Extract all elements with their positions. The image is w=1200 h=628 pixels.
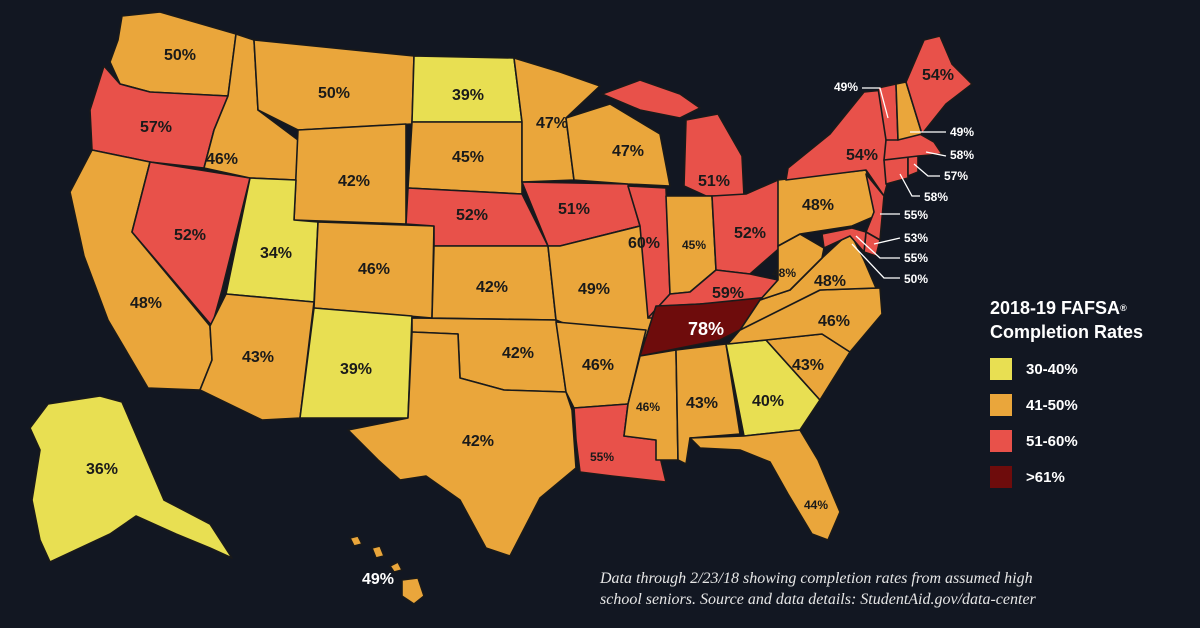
label-hawaii: 49% xyxy=(362,571,394,588)
state-hawaii xyxy=(349,535,425,605)
callout-maryland: 55% xyxy=(904,251,928,265)
legend-title-mark: ® xyxy=(1120,303,1127,313)
label-new-york: 54% xyxy=(846,147,878,164)
state-new-mexico xyxy=(299,307,413,419)
callout-line-maryland xyxy=(855,235,900,259)
legend-swatch xyxy=(990,466,1012,488)
source-note: Data through 2/23/18 showing completion … xyxy=(600,568,1160,610)
source-note-line2: school seniors. Source and data details:… xyxy=(600,591,1036,608)
label-nebraska: 52% xyxy=(456,207,488,224)
legend-label: >61% xyxy=(1026,468,1065,486)
label-california: 48% xyxy=(130,295,162,312)
legend-label: 30-40% xyxy=(1026,360,1078,378)
state-maryland xyxy=(821,227,867,253)
callout-delaware: 53% xyxy=(904,231,928,245)
legend-item: >61% xyxy=(990,464,1190,490)
label-north-carolina: 46% xyxy=(818,313,850,330)
callout-new-jersey: 55% xyxy=(904,208,928,222)
label-indiana: 45% xyxy=(682,238,706,252)
legend-swatch xyxy=(990,358,1012,380)
state-maine xyxy=(905,35,973,135)
state-wisconsin xyxy=(565,103,671,187)
state-florida xyxy=(689,429,841,541)
label-south-dakota: 45% xyxy=(452,149,484,166)
state-texas xyxy=(347,331,577,557)
label-oklahoma: 42% xyxy=(502,345,534,362)
callout-new-hampshire: 49% xyxy=(950,125,974,139)
legend-swatch xyxy=(990,394,1012,416)
label-iowa: 51% xyxy=(558,201,590,218)
label-virginia: 48% xyxy=(814,273,846,290)
label-pennsylvania: 48% xyxy=(802,197,834,214)
callout-dc: 50% xyxy=(904,272,928,286)
callout-line-connecticut xyxy=(899,173,920,197)
label-florida: 44% xyxy=(804,498,828,512)
label-mississippi: 46% xyxy=(636,400,660,414)
callout-massachusetts: 58% xyxy=(950,148,974,162)
state-west-virginia xyxy=(759,233,825,301)
label-montana: 50% xyxy=(318,85,350,102)
label-illinois: 60% xyxy=(628,235,660,252)
legend-title: 2018-19 FAFSA® Completion Rates xyxy=(990,296,1190,344)
callout-line-rhode-island xyxy=(913,163,940,177)
callout-rhode-island: 57% xyxy=(944,169,968,183)
callout-line-delaware xyxy=(873,237,901,245)
label-maine: 54% xyxy=(922,67,954,84)
label-oregon: 57% xyxy=(140,119,172,136)
label-georgia: 40% xyxy=(752,393,784,410)
label-wisconsin: 47% xyxy=(612,143,644,160)
label-arizona: 43% xyxy=(242,349,274,366)
label-arkansas: 46% xyxy=(582,357,614,374)
legend-title-line2: Completion Rates xyxy=(990,322,1144,342)
label-nevada: 52% xyxy=(174,227,206,244)
label-colorado: 46% xyxy=(358,261,390,278)
label-kentucky: 59% xyxy=(712,285,744,302)
label-west-virginia: 48% xyxy=(772,266,796,280)
legend-swatch xyxy=(990,430,1012,452)
label-michigan: 51% xyxy=(698,173,730,190)
label-north-dakota: 39% xyxy=(452,87,484,104)
legend: 2018-19 FAFSA® Completion Rates 30-40% 4… xyxy=(990,296,1190,500)
label-ohio: 52% xyxy=(734,225,766,242)
legend-label: 41-50% xyxy=(1026,396,1078,414)
state-labels: 50% 57% 48% 52% 46% 50% 42% 34% 43% 46% … xyxy=(86,47,954,588)
legend-item: 30-40% xyxy=(990,356,1190,382)
legend-item: 41-50% xyxy=(990,392,1190,418)
callout-line-dc xyxy=(851,243,900,279)
legend-title-line1: 2018-19 FAFSA xyxy=(990,298,1121,318)
legend-label: 51-60% xyxy=(1026,432,1078,450)
callout-vermont: 49% xyxy=(834,80,858,94)
label-alabama: 43% xyxy=(686,395,718,412)
label-utah: 34% xyxy=(260,245,292,262)
state-nevada xyxy=(131,161,251,327)
northeast-callouts: 49% 49% 58% 57% 58% 55% 53% 55% 50% xyxy=(834,80,974,286)
label-minnesota: 47% xyxy=(536,115,568,132)
label-idaho: 46% xyxy=(206,151,238,168)
label-missouri: 49% xyxy=(578,281,610,298)
legend-item: 51-60% xyxy=(990,428,1190,454)
label-washington: 50% xyxy=(164,47,196,64)
label-texas: 42% xyxy=(462,433,494,450)
label-wyoming: 42% xyxy=(338,173,370,190)
callout-line-massachusetts xyxy=(925,151,947,157)
label-south-carolina: 43% xyxy=(792,357,824,374)
label-new-mexico: 39% xyxy=(340,361,372,378)
label-louisiana: 55% xyxy=(590,450,614,464)
source-note-line1: Data through 2/23/18 showing completion … xyxy=(600,570,1033,587)
state-shapes xyxy=(29,11,973,605)
label-kansas: 42% xyxy=(476,279,508,296)
callout-line-vermont xyxy=(862,87,889,119)
label-alaska: 36% xyxy=(86,461,118,478)
label-tennessee: 78% xyxy=(688,319,724,339)
callout-connecticut: 58% xyxy=(924,190,948,204)
state-alaska xyxy=(29,395,233,563)
